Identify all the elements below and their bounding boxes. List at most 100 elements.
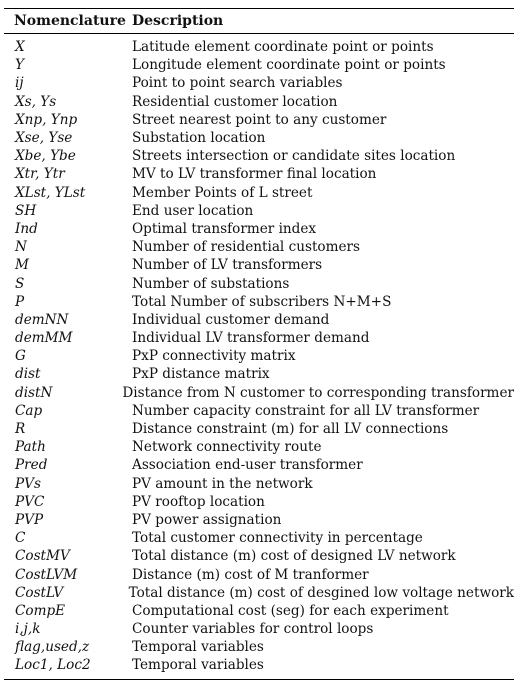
symbol-cell: XLst, YLst	[15, 184, 86, 201]
symbol-cell: Ind	[15, 220, 38, 237]
description-cell: MV to LV transformer final location	[132, 166, 377, 183]
table-row: Loc1, Loc2 Temporal variables	[4, 656, 514, 674]
description-cell: Distance from N customer to correspondin…	[122, 384, 514, 401]
symbol-cell: ij	[15, 75, 24, 92]
symbol-cell: Loc1, Loc2	[15, 657, 91, 674]
description-cell: Counter variables for control loops	[132, 621, 374, 638]
table-row: P Total Number of subscribers N+M+S	[4, 293, 514, 311]
table-row: CostMV Total distance (m) cost of designe…	[4, 547, 514, 565]
symbol-cell: Xs, Ys	[15, 93, 57, 110]
description-cell: Member Points of L street	[132, 184, 313, 201]
symbol-cell: Xse, Yse	[15, 130, 73, 147]
description-cell: Computational cost (seg) for each experi…	[132, 602, 449, 619]
table-body: X Latitude element coordinate point or po…	[4, 34, 514, 679]
table-row: CostLVM Distance (m) cost of M tranformer	[4, 565, 514, 583]
description-cell: Distance (m) cost of M tranformer	[132, 566, 369, 583]
description-cell: PV rooftop location	[132, 493, 265, 510]
description-cell: Distance constraint (m) for all LV conne…	[132, 421, 449, 438]
table-row: Xbe, Ybe Streets intersection or candidat…	[4, 147, 514, 165]
symbol-cell: G	[15, 348, 26, 365]
description-cell: Point to point search variables	[132, 75, 343, 92]
description-cell: Individual LV transformer demand	[132, 330, 370, 347]
description-cell: Latitude element coordinate point or poi…	[132, 39, 434, 56]
description-cell: Total customer connectivity in percentag…	[132, 530, 423, 547]
description-cell: Number of residential customers	[132, 239, 360, 256]
description-cell: Streets intersection or candidate sites …	[132, 148, 456, 165]
symbol-cell: flag,used,z	[15, 639, 90, 656]
description-cell: Optimal transformer index	[132, 220, 317, 237]
table-row: PVC PV rooftop location	[4, 493, 514, 511]
description-cell: PV amount in the network	[132, 475, 313, 492]
symbol-cell: distN	[15, 384, 53, 401]
table-row: R Distance constraint (m) for all LV conn…	[4, 420, 514, 438]
symbol-cell: PVP	[15, 511, 44, 528]
symbol-cell: i,j,k	[15, 621, 41, 638]
table-row: flag,used,z Temporal variables	[4, 638, 514, 656]
table-row: demMM Individual LV transformer demand	[4, 329, 514, 347]
table-row: PVP PV power assignation	[4, 511, 514, 529]
symbol-cell: Xnp, Ynp	[15, 111, 78, 128]
description-cell: Association end-user transformer	[132, 457, 363, 474]
nomenclature-table: Nomenclature Description X Latitude eleme…	[4, 8, 514, 680]
table-row: CostLV Total distance (m) cost of desgine…	[4, 584, 514, 602]
description-cell: Total distance (m) cost of desgined low …	[128, 584, 514, 601]
symbol-cell: CostMV	[15, 548, 70, 565]
symbol-cell: CostLV	[15, 584, 64, 601]
symbol-cell: N	[15, 239, 27, 256]
description-cell: Street nearest point to any customer	[132, 111, 387, 128]
table-row: Xse, Yse Substation location	[4, 129, 514, 147]
header-rule	[4, 33, 514, 34]
table-row: Xtr, Ytr MV to LV transformer final locat…	[4, 165, 514, 183]
table-row: Path Network connectivity route	[4, 438, 514, 456]
description-cell: Network connectivity route	[132, 439, 322, 456]
symbol-cell: dist	[15, 366, 41, 383]
table-row: N Number of residential customers	[4, 238, 514, 256]
header-nomenclature: Nomenclature	[14, 13, 126, 29]
description-cell: Number of substations	[132, 275, 290, 292]
description-cell: PxP distance matrix	[132, 366, 270, 383]
table-row: distN Distance from N customer to corresp…	[4, 384, 514, 402]
symbol-cell: demMM	[15, 330, 73, 347]
description-cell: Total distance (m) cost of designed LV n…	[132, 548, 456, 565]
symbol-cell: R	[15, 421, 26, 438]
description-cell: Residential customer location	[132, 93, 338, 110]
description-cell: Number of LV transformers	[132, 257, 323, 274]
table-row: X Latitude element coordinate point or po…	[4, 38, 514, 56]
symbol-cell: X	[15, 39, 25, 56]
header-description: Description	[132, 13, 224, 29]
table-row: C Total customer connectivity in percenta…	[4, 529, 514, 547]
description-cell: Number capacity constraint for all LV tr…	[132, 402, 480, 419]
symbol-cell: Cap	[15, 402, 43, 419]
symbol-cell: S	[15, 275, 25, 292]
table-row: PVs PV amount in the network	[4, 475, 514, 493]
symbol-cell: PVs	[15, 475, 41, 492]
bottom-rule	[4, 678, 514, 680]
symbol-cell: Path	[15, 439, 46, 456]
symbol-cell: Y	[15, 57, 24, 74]
table-row: CompE Computational cost (seg) for each e…	[4, 602, 514, 620]
table-row: G PxP connectivity matrix	[4, 347, 514, 365]
symbol-cell: C	[15, 530, 26, 547]
table-row: Pred Association end-user transformer	[4, 456, 514, 474]
table-row: Xs, Ys Residential customer location	[4, 93, 514, 111]
description-cell: Total Number of subscribers N+M+S	[132, 293, 392, 310]
description-cell: Temporal variables	[132, 639, 264, 656]
symbol-cell: M	[15, 257, 29, 274]
table-row: i,j,k Counter variables for control loops	[4, 620, 514, 638]
symbol-cell: SH	[15, 202, 37, 219]
symbol-cell: CompE	[15, 602, 66, 619]
symbol-cell: Xtr, Ytr	[15, 166, 65, 183]
description-cell: Substation location	[132, 130, 266, 147]
table-row: demNN Individual customer demand	[4, 311, 514, 329]
description-cell: End user location	[132, 202, 254, 219]
table-header: Nomenclature Description	[4, 9, 514, 33]
description-cell: Longitude element coordinate point or po…	[132, 57, 446, 74]
table-row: S Number of substations	[4, 274, 514, 292]
symbol-cell: demNN	[15, 311, 69, 328]
description-cell: Individual customer demand	[132, 311, 330, 328]
table-row: dist PxP distance matrix	[4, 365, 514, 383]
table-row: Ind Optimal transformer index	[4, 220, 514, 238]
symbol-cell: CostLVM	[15, 566, 78, 583]
description-cell: PxP connectivity matrix	[132, 348, 296, 365]
symbol-cell: Xbe, Ybe	[15, 148, 76, 165]
